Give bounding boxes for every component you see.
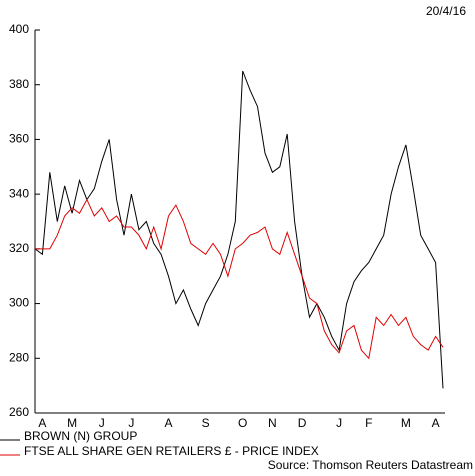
x-tick-label: D: [298, 416, 307, 430]
x-tick-label: J: [336, 416, 342, 430]
y-tick-label: 280: [9, 350, 29, 364]
legend-label: BROWN (N) GROUP: [24, 429, 137, 443]
y-tick-label: 340: [9, 186, 29, 200]
x-tick-label: O: [238, 416, 247, 430]
y-tick-label: 260: [9, 405, 29, 419]
date-label: 20/4/16: [426, 4, 466, 18]
x-tick-label: A: [432, 416, 440, 430]
x-tick-label: N: [268, 416, 277, 430]
series-line: [34, 70, 444, 389]
source-note: Source: Thomson Reuters Datastream: [268, 458, 473, 472]
x-tick-label: M: [401, 416, 411, 430]
x-tick-label: A: [165, 416, 173, 430]
x-tick-label: M: [67, 416, 77, 430]
series-line: [35, 198, 444, 360]
y-tick-label: 300: [9, 296, 29, 310]
y-tick-label: 320: [9, 241, 29, 255]
x-tick-label: F: [365, 416, 372, 430]
y-tick-label: 360: [9, 132, 29, 146]
x-tick-label: J: [99, 416, 105, 430]
x-tick-label: A: [38, 416, 46, 430]
x-tick-label: J: [128, 416, 134, 430]
legend-label: FTSE ALL SHARE GEN RETAILERS £ - PRICE I…: [24, 444, 319, 458]
y-tick-label: 400: [9, 22, 29, 36]
y-tick-label: 380: [9, 77, 29, 91]
x-tick-label: S: [202, 416, 210, 430]
